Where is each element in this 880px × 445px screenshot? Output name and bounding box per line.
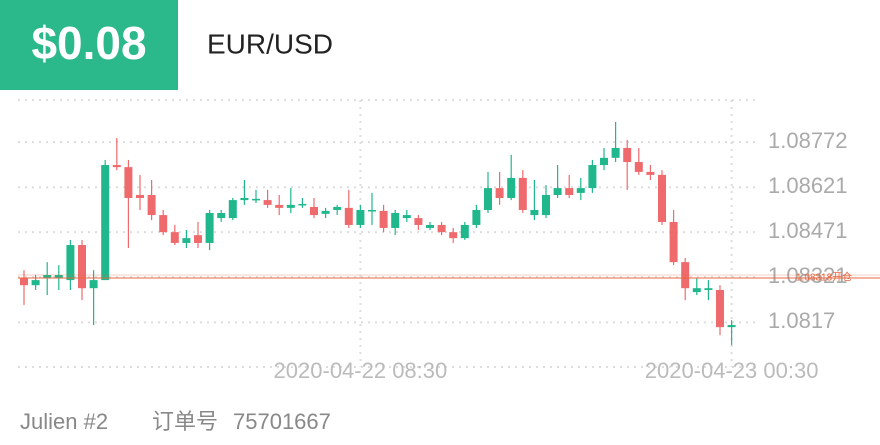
y-tick-label: 1.08471 (768, 218, 848, 243)
candle-body (182, 238, 191, 243)
candle-body (205, 212, 214, 243)
candle-body (588, 165, 597, 189)
candle-body (542, 194, 550, 216)
candle-body (449, 232, 458, 239)
candle-body (530, 209, 539, 216)
candle-body (484, 188, 492, 210)
candle-body (31, 280, 40, 286)
candle-body (634, 162, 643, 172)
candle-body (66, 245, 75, 281)
candle-body (553, 188, 562, 195)
candle-body (658, 174, 666, 222)
candle-body (368, 209, 376, 212)
x-tick-label: 2020-04-23 00:30 (645, 358, 819, 383)
candle-body (43, 275, 52, 278)
y-tick-label: 1.08772 (768, 128, 848, 153)
candle-body (54, 275, 63, 278)
candle-body (194, 235, 202, 243)
candle-body (136, 194, 144, 198)
candle-body (20, 278, 28, 286)
candle-body (147, 194, 156, 216)
candle-body (437, 224, 446, 233)
y-tick-label: 1.08321 (768, 263, 848, 288)
candle-body (344, 207, 353, 225)
candle-body (611, 147, 620, 158)
candle-body (414, 218, 423, 225)
y-tick-label: 1.08621 (768, 173, 848, 198)
candle-body (217, 212, 226, 219)
candle-body (310, 206, 318, 216)
candle-body (275, 204, 284, 208)
candle-body (124, 167, 133, 198)
chart: 1.08772 1.08621 1.08471 1.08321 1.0817 2020-0… (18, 99, 880, 383)
candle-body (495, 188, 504, 198)
candle-body (252, 198, 260, 201)
symbol: EUR/USD (207, 28, 333, 59)
candle-body (716, 289, 724, 328)
user: Julien #2 (20, 409, 108, 434)
candle-body (89, 280, 98, 289)
candle-body (623, 147, 632, 163)
candle-body (565, 188, 574, 195)
candle-body (692, 288, 701, 293)
candle-body (170, 232, 179, 243)
ref-line-label: 1.08318开仓 (796, 271, 852, 284)
candle-body (112, 165, 121, 168)
candle-body (321, 210, 330, 214)
candle-body (460, 224, 469, 239)
candle-body (646, 171, 655, 175)
candle-body (704, 288, 713, 290)
candle-body (286, 204, 295, 208)
candle-body (263, 200, 272, 205)
candle-body (298, 203, 307, 206)
candle-body (379, 210, 388, 228)
candle-body (101, 165, 110, 281)
candle-body (402, 215, 411, 219)
candle-body (391, 212, 400, 228)
candle-body (669, 221, 678, 263)
candle-body (576, 188, 585, 193)
candle-body (240, 197, 249, 201)
x-tick-label: 2020-04-22 08:30 (274, 358, 448, 383)
candle-body (78, 245, 86, 289)
order-id: 75701667 (233, 409, 331, 434)
order-label: 订单号 (152, 409, 218, 434)
candle-body (426, 224, 434, 228)
candle-body (228, 200, 237, 219)
amount: $0.08 (31, 17, 146, 69)
candle-body (356, 209, 365, 225)
amount-badge (0, 0, 178, 90)
candle-body (333, 206, 342, 210)
candle-body (159, 215, 168, 233)
candle-body (727, 325, 736, 328)
candle-body (600, 157, 608, 166)
y-tick-label: 1.0817 (768, 308, 835, 333)
candle-body (472, 209, 481, 225)
candle-body (518, 177, 527, 210)
candle-body (507, 177, 516, 198)
